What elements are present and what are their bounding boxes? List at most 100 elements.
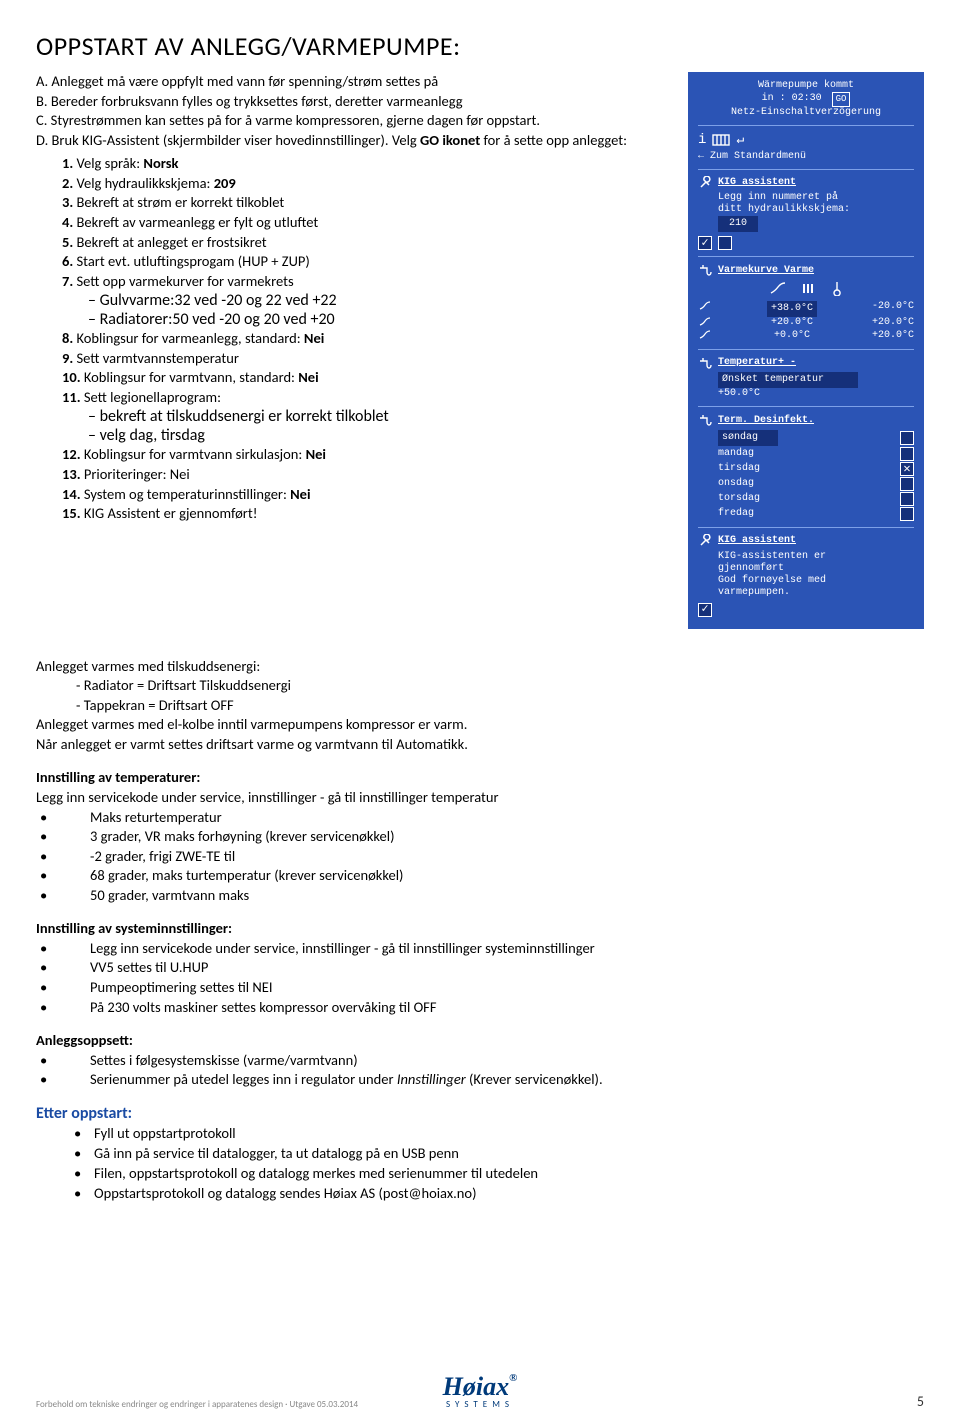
device-top-l2: in : 02:30: [762, 93, 822, 105]
sys-section: Innstilling av systeminnstillinger: Legg…: [36, 919, 924, 1017]
list-item: På 230 volts maskiner settes kompressor …: [36, 998, 924, 1018]
list-item: -2 grader, frigi ZWE-TE til: [36, 847, 924, 867]
steps-list: 1. Velg språk: Norsk2. Velg hydraulikksk…: [36, 154, 670, 523]
list-item: 68 grader, maks turtemperatur (krever se…: [36, 866, 924, 886]
temperatur-l1: Ønsket temperatur: [718, 372, 858, 388]
list-item: Pumpeoptimering settes til NEI: [36, 978, 924, 998]
step-item: 9. Sett varmtvannstemperatur: [62, 349, 670, 369]
etter-title: Etter oppstart:: [36, 1104, 924, 1123]
list-item: 50 grader, varmtvann maks: [36, 886, 924, 906]
list-item: Fyll ut oppstartprotokoll: [74, 1123, 924, 1143]
temps-lead: Legg inn servicekode under service, inns…: [36, 788, 924, 808]
step-item: 10. Koblingsur for varmtvann, standard: …: [62, 368, 670, 388]
device-kig2-panel: KIG assistent KIG-assistenten er gjennom…: [698, 527, 914, 617]
kig2-l4: varmepumpen.: [718, 587, 914, 599]
bars-icon: [801, 280, 817, 297]
post-li1: - Radiator = Driftsart Tilskuddsenergi: [36, 676, 924, 696]
footer-logo: Høiax® SYSTEMS: [443, 1372, 518, 1410]
day-row: onsdag: [718, 477, 914, 491]
device-desinf-panel: Term. Desinfekt. søndagmandagtirsdag✕ons…: [698, 406, 914, 521]
step-item: 11. Sett legionellaprogram:: [62, 388, 670, 408]
kig2-l3: God fornøyelse med: [718, 575, 914, 587]
list-item: Legg inn servicekode under service, inns…: [36, 939, 924, 959]
list-item: Serienummer på utedel legges inn i regul…: [36, 1070, 924, 1090]
anlegg-title: Anleggsoppsett:: [36, 1031, 924, 1051]
step-item: 15. KIG Assistent er gjennomført!: [62, 504, 670, 524]
kig1-val: 210: [718, 216, 758, 232]
step-item: 5. Bekreft at anlegget er frostsikret: [62, 233, 670, 253]
page-title: OPPSTART AV ANLEGG/VARMEPUMPE:: [36, 30, 924, 62]
info-icon: i: [698, 132, 706, 149]
wrench-icon: [698, 534, 712, 549]
varmekurve-row: +0.0°C+20.0°C: [698, 330, 914, 343]
day-row: fredag: [718, 507, 914, 521]
temperatur-title: Temperatur+ -: [718, 357, 796, 369]
device-top-l1: Wärmepumpe kommt: [698, 80, 914, 92]
intro-a: A. Anlegget må være oppfylt med vann før…: [36, 72, 670, 92]
post-li2: - Tappekran = Driftsart OFF: [36, 696, 924, 716]
step-item: 6. Start evt. utluftingsprogam (HUP + ZU…: [62, 252, 670, 272]
wrench-icon: [698, 176, 712, 191]
temps-title: Innstilling av temperaturer:: [36, 768, 924, 788]
sys-title: Innstilling av systeminnstillinger:: [36, 919, 924, 939]
step-item: 7. Sett opp varmekurver for varmekrets: [62, 272, 670, 292]
day-row: mandag: [718, 447, 914, 461]
tap-icon: [698, 356, 712, 371]
varmekurve-row: +38.0°C-20.0°C: [698, 301, 914, 317]
go-icon: GO: [832, 92, 851, 107]
curve-icon: [769, 280, 787, 297]
step-item: 8. Koblingsur for varmeanlegg, standard:…: [62, 329, 670, 349]
page-number: 5: [917, 1393, 924, 1410]
tap-icon: [698, 413, 712, 428]
desinf-title: Term. Desinfekt.: [718, 415, 814, 427]
intro-block: A. Anlegget må være oppfylt med vann før…: [36, 72, 670, 150]
device-std-panel: i ↵ ← Zum Standardmenü: [698, 125, 914, 163]
list-item: Gå inn på service til datalogger, ta ut …: [74, 1143, 924, 1163]
device-kig1-panel: KIG assistent Legg inn nummeret på ditt …: [698, 169, 914, 251]
day-row: torsdag: [718, 492, 914, 506]
etter-section: Etter oppstart: Fyll ut oppstartprotokol…: [36, 1104, 924, 1203]
post-p2: Anlegget varmes med el-kolbe inntil varm…: [36, 715, 924, 735]
footer-left: Forbehold om tekniske endringer og endri…: [36, 1399, 358, 1410]
varmekurve-row: +20.0°C+20.0°C: [698, 317, 914, 330]
list-item: Settes i følgesystemskisse (varme/varmtv…: [36, 1051, 924, 1071]
list-item: VV5 settes til U.HUP: [36, 958, 924, 978]
temperatur-val: +50.0°C: [718, 388, 914, 400]
device-varmekurve-panel: Varmekurve Varme +38.0°C-20.0°C+20.0°C+2…: [698, 256, 914, 342]
intro-c: C. Styrestrømmen kan settes på for å var…: [36, 111, 670, 131]
kig1-l1: Legg inn nummeret på: [718, 192, 914, 204]
temps-section: Innstilling av temperaturer: Legg inn se…: [36, 768, 924, 905]
varmekurve-title: Varmekurve Varme: [718, 265, 814, 277]
day-row: tirsdag✕: [718, 462, 914, 476]
radiator-icon: [712, 133, 730, 148]
intro-d: D. Bruk KIG-Assistent (skjermbilder vise…: [36, 131, 670, 151]
post-p1: Anlegget varmes med tilskuddsenergi:: [36, 657, 924, 677]
list-item: Maks returtemperatur: [36, 808, 924, 828]
step-sub-item: Gulvvarme:32 ved -20 og 22 ved +22: [88, 291, 670, 310]
kig2-title: KIG assistent: [718, 535, 796, 547]
arrow-icon: ←: [698, 151, 704, 163]
kig1-title: KIG assistent: [718, 177, 796, 189]
list-item: Oppstartsprotokoll og datalogg sendes Hø…: [74, 1183, 924, 1203]
post-p3: Når anlegget er varmt settes driftsart v…: [36, 735, 924, 755]
device-top-l3: Netz-Einschaltverzögerung: [698, 107, 914, 119]
step-sub-item: Radiatorer:50 ved -20 og 20 ved +20: [88, 310, 670, 329]
kig2-l1: KIG-assistenten er: [718, 551, 914, 563]
tap-icon: [698, 263, 712, 278]
checkbox-icon: ✓: [698, 603, 712, 617]
device-std-label: Zum Standardmenü: [710, 151, 806, 163]
anlegg-section: Anleggsoppsett: Settes i følgesystemskis…: [36, 1031, 924, 1090]
kig2-l2: gjennomført: [718, 563, 914, 575]
step-item: 4. Bekreft av varmeanlegg er fylt og utl…: [62, 213, 670, 233]
step-item: 14. System og temperaturinnstillinger: N…: [62, 485, 670, 505]
thermometer-icon: [831, 280, 843, 298]
post-block: Anlegget varmes med tilskuddsenergi: - R…: [36, 657, 924, 755]
checkbox-icon: ✓: [698, 236, 712, 250]
step-item: 2. Velg hydraulikkskjema: 209: [62, 174, 670, 194]
kig1-l2: ditt hydraulikkskjema:: [718, 204, 914, 216]
checkbox-icon: [718, 236, 732, 250]
intro-b: B. Bereder forbruksvann fylles og trykks…: [36, 92, 670, 112]
footer: Forbehold om tekniske endringer og endri…: [36, 1393, 924, 1410]
step-item: 12. Koblingsur for varmtvann sirkulasjon…: [62, 445, 670, 465]
step-item: 3. Bekreft at strøm er korrekt tilkoblet: [62, 193, 670, 213]
